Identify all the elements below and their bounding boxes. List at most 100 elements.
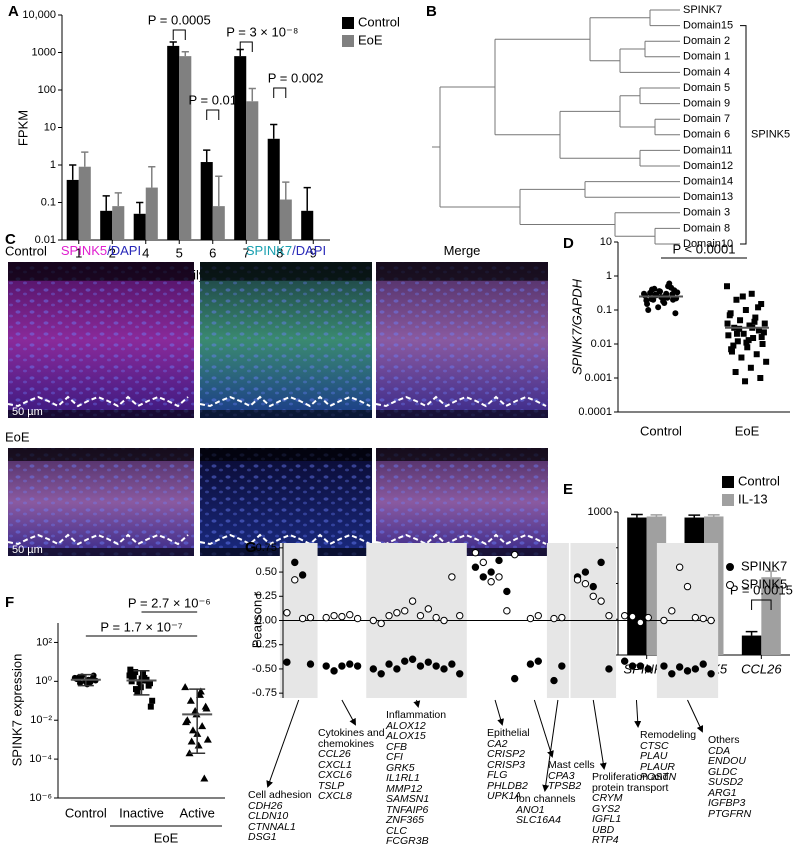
data-point — [198, 722, 207, 730]
error-bar — [707, 514, 720, 517]
group-name: Cytokines and chemokines — [318, 727, 385, 750]
gene: CPA3 — [548, 769, 575, 782]
gene: ALOX15 — [386, 730, 426, 742]
data-point — [699, 660, 707, 668]
data-point — [132, 686, 139, 693]
p-value: P = 0.0005 — [148, 12, 211, 27]
data-point — [432, 662, 440, 670]
legend-label: Control — [738, 473, 780, 488]
scale-bar-label: 50 µm — [12, 406, 43, 418]
gene: CFB — [386, 740, 407, 753]
basement-membrane — [375, 533, 547, 546]
gene: CTNNAL1 — [248, 820, 296, 833]
group-name: Inflammation — [386, 709, 447, 721]
basement-membrane — [375, 395, 547, 408]
data-point — [597, 597, 605, 605]
micrograph-texture — [8, 448, 194, 556]
data-point — [291, 576, 299, 584]
x-tick-label: 5 — [176, 245, 183, 260]
gene: CCL26 — [318, 748, 351, 760]
data-point — [672, 310, 679, 317]
y-tick-label: 1 — [50, 159, 56, 171]
significance-bracket — [751, 599, 772, 610]
data-point — [283, 609, 291, 617]
y-tick-label: 0.00 — [256, 614, 277, 626]
data-point — [675, 663, 684, 671]
gene: GRK5 — [386, 761, 415, 774]
data-point — [196, 687, 205, 695]
gene: IL1RL1 — [386, 772, 420, 784]
x-tick-label: 8 — [276, 245, 283, 260]
significance-bracket — [206, 109, 220, 120]
bar — [133, 213, 146, 240]
gene: ENDOU — [708, 755, 746, 767]
micrograph-top — [376, 262, 548, 281]
data-point — [605, 611, 613, 620]
data-point — [755, 327, 762, 334]
panel-letter: A — [8, 3, 19, 20]
x-tick-label: Active — [179, 805, 214, 820]
data-point — [763, 358, 770, 365]
group-name: Others — [708, 734, 740, 746]
column-title: SPINK7/DAPI — [246, 243, 326, 258]
data-point — [733, 296, 740, 303]
data-point — [322, 613, 330, 622]
data-point — [338, 612, 346, 621]
data-point — [581, 579, 590, 588]
bar — [212, 206, 225, 240]
gene: TNFAIP6 — [386, 803, 429, 816]
gene: MMP12 — [386, 782, 423, 795]
p-value: P = 0.002 — [268, 70, 324, 85]
bar — [66, 179, 79, 240]
row-label: EoE — [5, 429, 30, 444]
data-point — [283, 658, 291, 666]
y-tick-label: 10,000 — [22, 9, 56, 21]
y-tick-label: 1000 — [588, 506, 612, 518]
data-point — [330, 667, 338, 675]
data-point — [401, 657, 409, 665]
data-point — [581, 568, 590, 576]
data-point — [181, 683, 190, 691]
bar — [100, 210, 113, 240]
gene: CDA — [708, 744, 731, 757]
micrograph-top — [200, 262, 372, 281]
data-point — [440, 665, 448, 673]
y-tick-label: 100 — [38, 84, 56, 96]
y-tick-label: 0.50 — [256, 566, 277, 578]
column-title-part: SPINK7 — [246, 243, 292, 258]
data-point — [139, 670, 146, 677]
bar — [234, 56, 247, 240]
data-point — [191, 706, 200, 714]
legend-marker — [726, 563, 734, 571]
significance-bracket — [273, 87, 287, 98]
gene: CRYM — [592, 792, 623, 804]
bar — [167, 45, 180, 240]
gene: CTSC — [640, 739, 669, 752]
data-point — [724, 320, 731, 327]
micrograph-texture — [200, 262, 372, 418]
basement-membrane — [7, 395, 189, 408]
data-point — [691, 665, 700, 673]
error-bar — [102, 195, 110, 211]
data-point — [511, 674, 519, 683]
data-point — [330, 611, 338, 620]
error-bar — [81, 151, 89, 167]
data-point — [188, 726, 197, 734]
bar — [761, 577, 781, 655]
data-point — [644, 665, 652, 673]
data-point — [725, 332, 732, 339]
basement-membrane — [7, 533, 189, 546]
bar — [179, 56, 192, 240]
y-tick-label: 0.0001 — [578, 406, 612, 418]
sd-bar — [189, 688, 206, 755]
bar — [246, 101, 259, 240]
data-point — [448, 573, 456, 581]
data-point — [755, 304, 762, 311]
y-tick-label: -0.50 — [252, 663, 277, 675]
data-point — [753, 351, 760, 358]
data-point — [738, 354, 745, 361]
data-point — [558, 613, 566, 622]
data-point — [385, 660, 393, 668]
below-membrane — [8, 548, 194, 556]
y-tick-label: 0.01 — [591, 338, 612, 350]
